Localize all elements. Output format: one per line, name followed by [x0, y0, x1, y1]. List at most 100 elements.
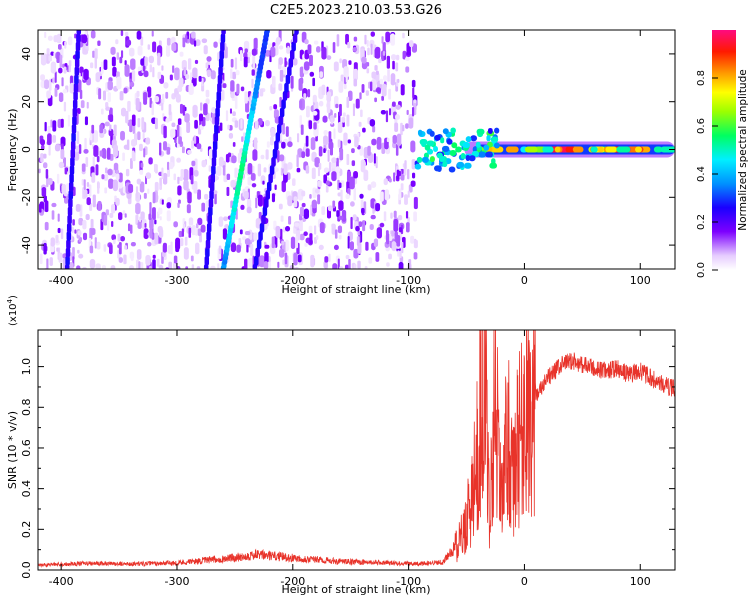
spectrogram-cell [48, 144, 51, 156]
spectrogram-cell [304, 39, 309, 45]
spectrogram-cell [319, 71, 323, 78]
spectrogram-cell [412, 172, 416, 179]
spectrogram-cell [152, 259, 156, 269]
spectrogram-cell [192, 67, 198, 79]
spectrogram-cell [272, 75, 276, 88]
spectrogram-track-cell [212, 140, 218, 151]
spectrogram-track-cell [70, 156, 75, 167]
spectrogram-track-cell [218, 57, 224, 68]
spectrogram-cell [321, 46, 327, 60]
spectrogram-cell [101, 148, 107, 159]
spectrogram-cell [177, 176, 180, 185]
spectrogram-cell [362, 220, 366, 232]
spectrogram-cell [145, 254, 151, 266]
spectrogram-cell [138, 261, 141, 269]
spectrogram-cell [205, 62, 209, 69]
spectrogram-cell [266, 141, 270, 148]
spectrogram-cell [345, 33, 349, 45]
spectrogram-cell [281, 180, 286, 193]
spectrogram-cell [38, 203, 42, 213]
spectrogram-cell [348, 258, 351, 269]
spectrogram-cell [194, 158, 198, 171]
spectrogram-track-cell [288, 57, 294, 68]
spectrogram-cell [346, 153, 350, 166]
spectrogram-cell [193, 135, 197, 144]
spectrogram-cell [321, 84, 326, 96]
spectrogram-track-cell [269, 165, 275, 176]
spectrogram-cell [305, 165, 310, 174]
spectrogram-cell [210, 265, 216, 269]
colorbar-tick-label: 0.8 [696, 70, 707, 86]
spectrogram-cell [90, 62, 94, 69]
spectrogram-cell [253, 232, 258, 241]
spectrogram-cell [386, 233, 390, 245]
spectrogram-cell [154, 95, 159, 103]
spectrogram-burst-cell [494, 127, 500, 134]
spectrogram-cell [235, 70, 240, 76]
spectrogram-cell [365, 241, 369, 251]
spectrogram-cell [375, 252, 380, 262]
spectrogram-cell [314, 156, 320, 168]
spectrogram-track-cell [69, 173, 74, 184]
spectrogram-cell [391, 241, 397, 252]
snr-x-axis-label: Height of straight line (km) [281, 583, 430, 596]
spectrogram-track-cell [278, 115, 283, 126]
spectrogram-cell [197, 228, 202, 236]
spectrogram-cell [176, 124, 180, 137]
spectrogram-cell [182, 105, 185, 116]
spectrogram-cell [373, 153, 376, 164]
spectrogram-line-cell [635, 146, 642, 153]
spectrogram-cell [252, 149, 258, 161]
spectrogram-cell [83, 179, 86, 190]
spectrogram-burst-cell [429, 156, 435, 163]
spectrogram-cell [333, 61, 339, 72]
spectrogram-cell [162, 242, 167, 253]
spectrogram-cell [326, 91, 332, 102]
spectrogram-cell [290, 236, 296, 249]
spectrogram-cell [359, 92, 362, 100]
spectrogram-cell [353, 68, 358, 81]
y-tick-label: 0.4 [20, 480, 33, 498]
spectrogram-line-cell [542, 146, 554, 153]
spectrogram-cell [165, 45, 171, 57]
spectrogram-cell [279, 248, 285, 258]
spectrogram-cell [51, 202, 57, 208]
spectrogram-cell [402, 124, 405, 132]
colorbar-tick-label: 0.6 [696, 118, 707, 134]
spectrogram-cell [185, 35, 188, 43]
spectrogram-cell [234, 95, 238, 109]
spectrogram-cell [305, 148, 310, 157]
spectrogram-cell [172, 65, 175, 73]
spectrogram-cell [147, 241, 152, 247]
spectrogram-cell [244, 231, 251, 236]
spectrogram-track-cell [71, 132, 76, 143]
spectrogram-cell [316, 46, 321, 53]
spectrogram-burst-cell [483, 144, 490, 151]
spectrogram-cell [111, 234, 117, 241]
spectrogram-cell [326, 102, 330, 108]
spectrogram-cell [323, 135, 328, 146]
spectrogram-cell [338, 215, 344, 220]
spectrogram-burst-cell [449, 150, 457, 157]
spectrogram-cell [154, 219, 157, 225]
spectrogram-cell [388, 178, 392, 183]
spectrogram-cell [214, 191, 217, 205]
spectrogram-cell [405, 66, 410, 73]
spectrogram-cell [159, 142, 162, 156]
spectrogram-burst-cell [421, 140, 427, 147]
spectrogram-cell [92, 50, 95, 58]
spectrogram-cell [391, 230, 395, 237]
spectrogram-cell [109, 153, 114, 161]
spectrogram-cell [43, 242, 47, 255]
spectrogram-burst-cell [475, 141, 481, 148]
spectrogram-cell [353, 170, 358, 179]
spectrogram-cell [327, 205, 333, 212]
spectrogram-cell [379, 222, 385, 228]
spectrogram-cell [167, 168, 171, 177]
spectrogram-cell [348, 60, 352, 65]
spectrogram-cell [41, 187, 47, 197]
spectrogram-cell [390, 73, 396, 86]
spectrogram-cell [410, 140, 416, 153]
spectrogram-cell [244, 258, 248, 269]
spectrogram-track-cell [66, 222, 72, 233]
